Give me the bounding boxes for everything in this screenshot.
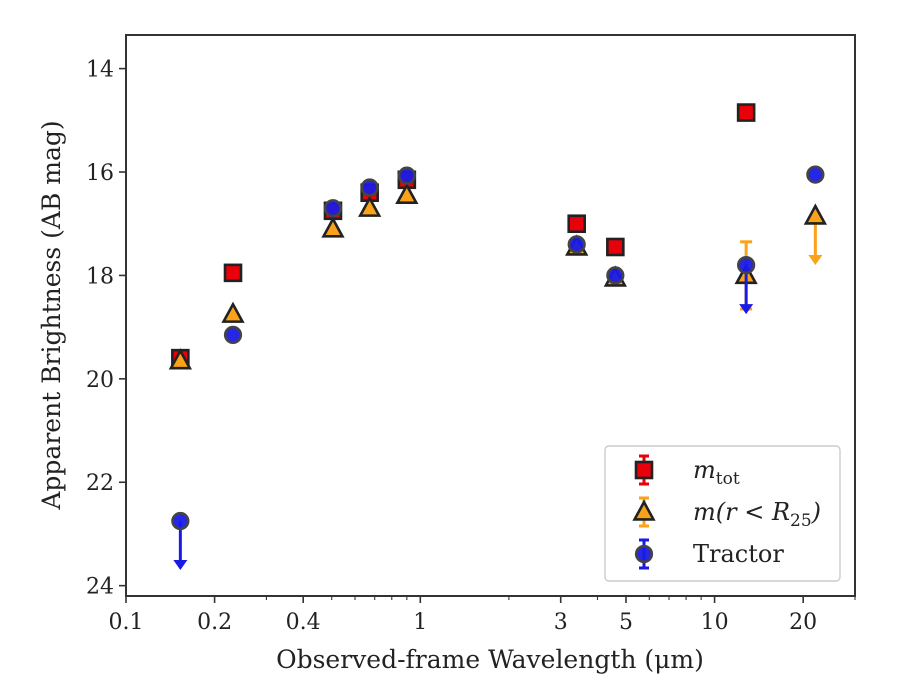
data-point (606, 266, 625, 285)
legend-marker (634, 460, 654, 480)
series-circle (171, 165, 825, 571)
data-point (223, 325, 243, 345)
x-tick-label: 0.2 (197, 610, 232, 635)
upper-limit-head (808, 254, 823, 265)
data-point (737, 255, 756, 275)
x-tick-label: 10 (701, 610, 729, 635)
legend-marker (634, 544, 654, 564)
upper-limit-head (173, 560, 188, 571)
legend: mtot m(r < R25) Tractor (604, 445, 841, 582)
x-axis-label: Observed-frame Wavelength (μm) (276, 645, 704, 674)
data-point (803, 203, 827, 225)
x-tick-label: 0.1 (109, 610, 144, 635)
plot-area (168, 103, 827, 571)
x-tick-label: 5 (619, 610, 633, 635)
data-point (221, 301, 245, 323)
data-point (806, 165, 825, 184)
y-tick-label: 16 (86, 161, 114, 186)
data-point (360, 178, 379, 197)
data-point (567, 214, 587, 234)
data-point (223, 263, 243, 283)
y-axis-label: Apparent Brightness (AB mag) (37, 120, 66, 510)
data-point (323, 199, 343, 218)
y-tick-label: 18 (86, 264, 114, 289)
legend-label: mtot (693, 456, 740, 489)
x-tick-label: 20 (789, 610, 817, 635)
series-triangle (168, 182, 827, 370)
x-tick-label: 1 (413, 610, 427, 635)
data-point (736, 103, 756, 122)
legend-box (604, 445, 841, 582)
plot-frame (125, 34, 856, 597)
x-tick-label: 0.4 (286, 610, 321, 635)
data-point (395, 182, 419, 205)
data-point (321, 216, 345, 238)
data-point (397, 166, 416, 185)
data-point (168, 348, 192, 370)
data-point (567, 235, 586, 254)
y-tick-label: 24 (86, 575, 114, 600)
series-square (171, 103, 756, 368)
data-point (358, 195, 382, 217)
upper-limit-head (739, 304, 754, 315)
legend-label: Tractor (693, 540, 784, 568)
y-tick-label: 14 (86, 58, 114, 83)
data-point (606, 237, 625, 257)
legend-label: m(r < R25) (693, 498, 821, 531)
y-tick-label: 20 (86, 368, 114, 393)
axes: 14 16 18 20 22 24 0.1 0.2 0.4 1 3 5 10 20 (86, 34, 856, 635)
data-point (171, 511, 190, 531)
x-tick-label: 3 (554, 610, 568, 635)
y-tick-label: 22 (86, 471, 114, 496)
legend-marker (632, 499, 656, 521)
